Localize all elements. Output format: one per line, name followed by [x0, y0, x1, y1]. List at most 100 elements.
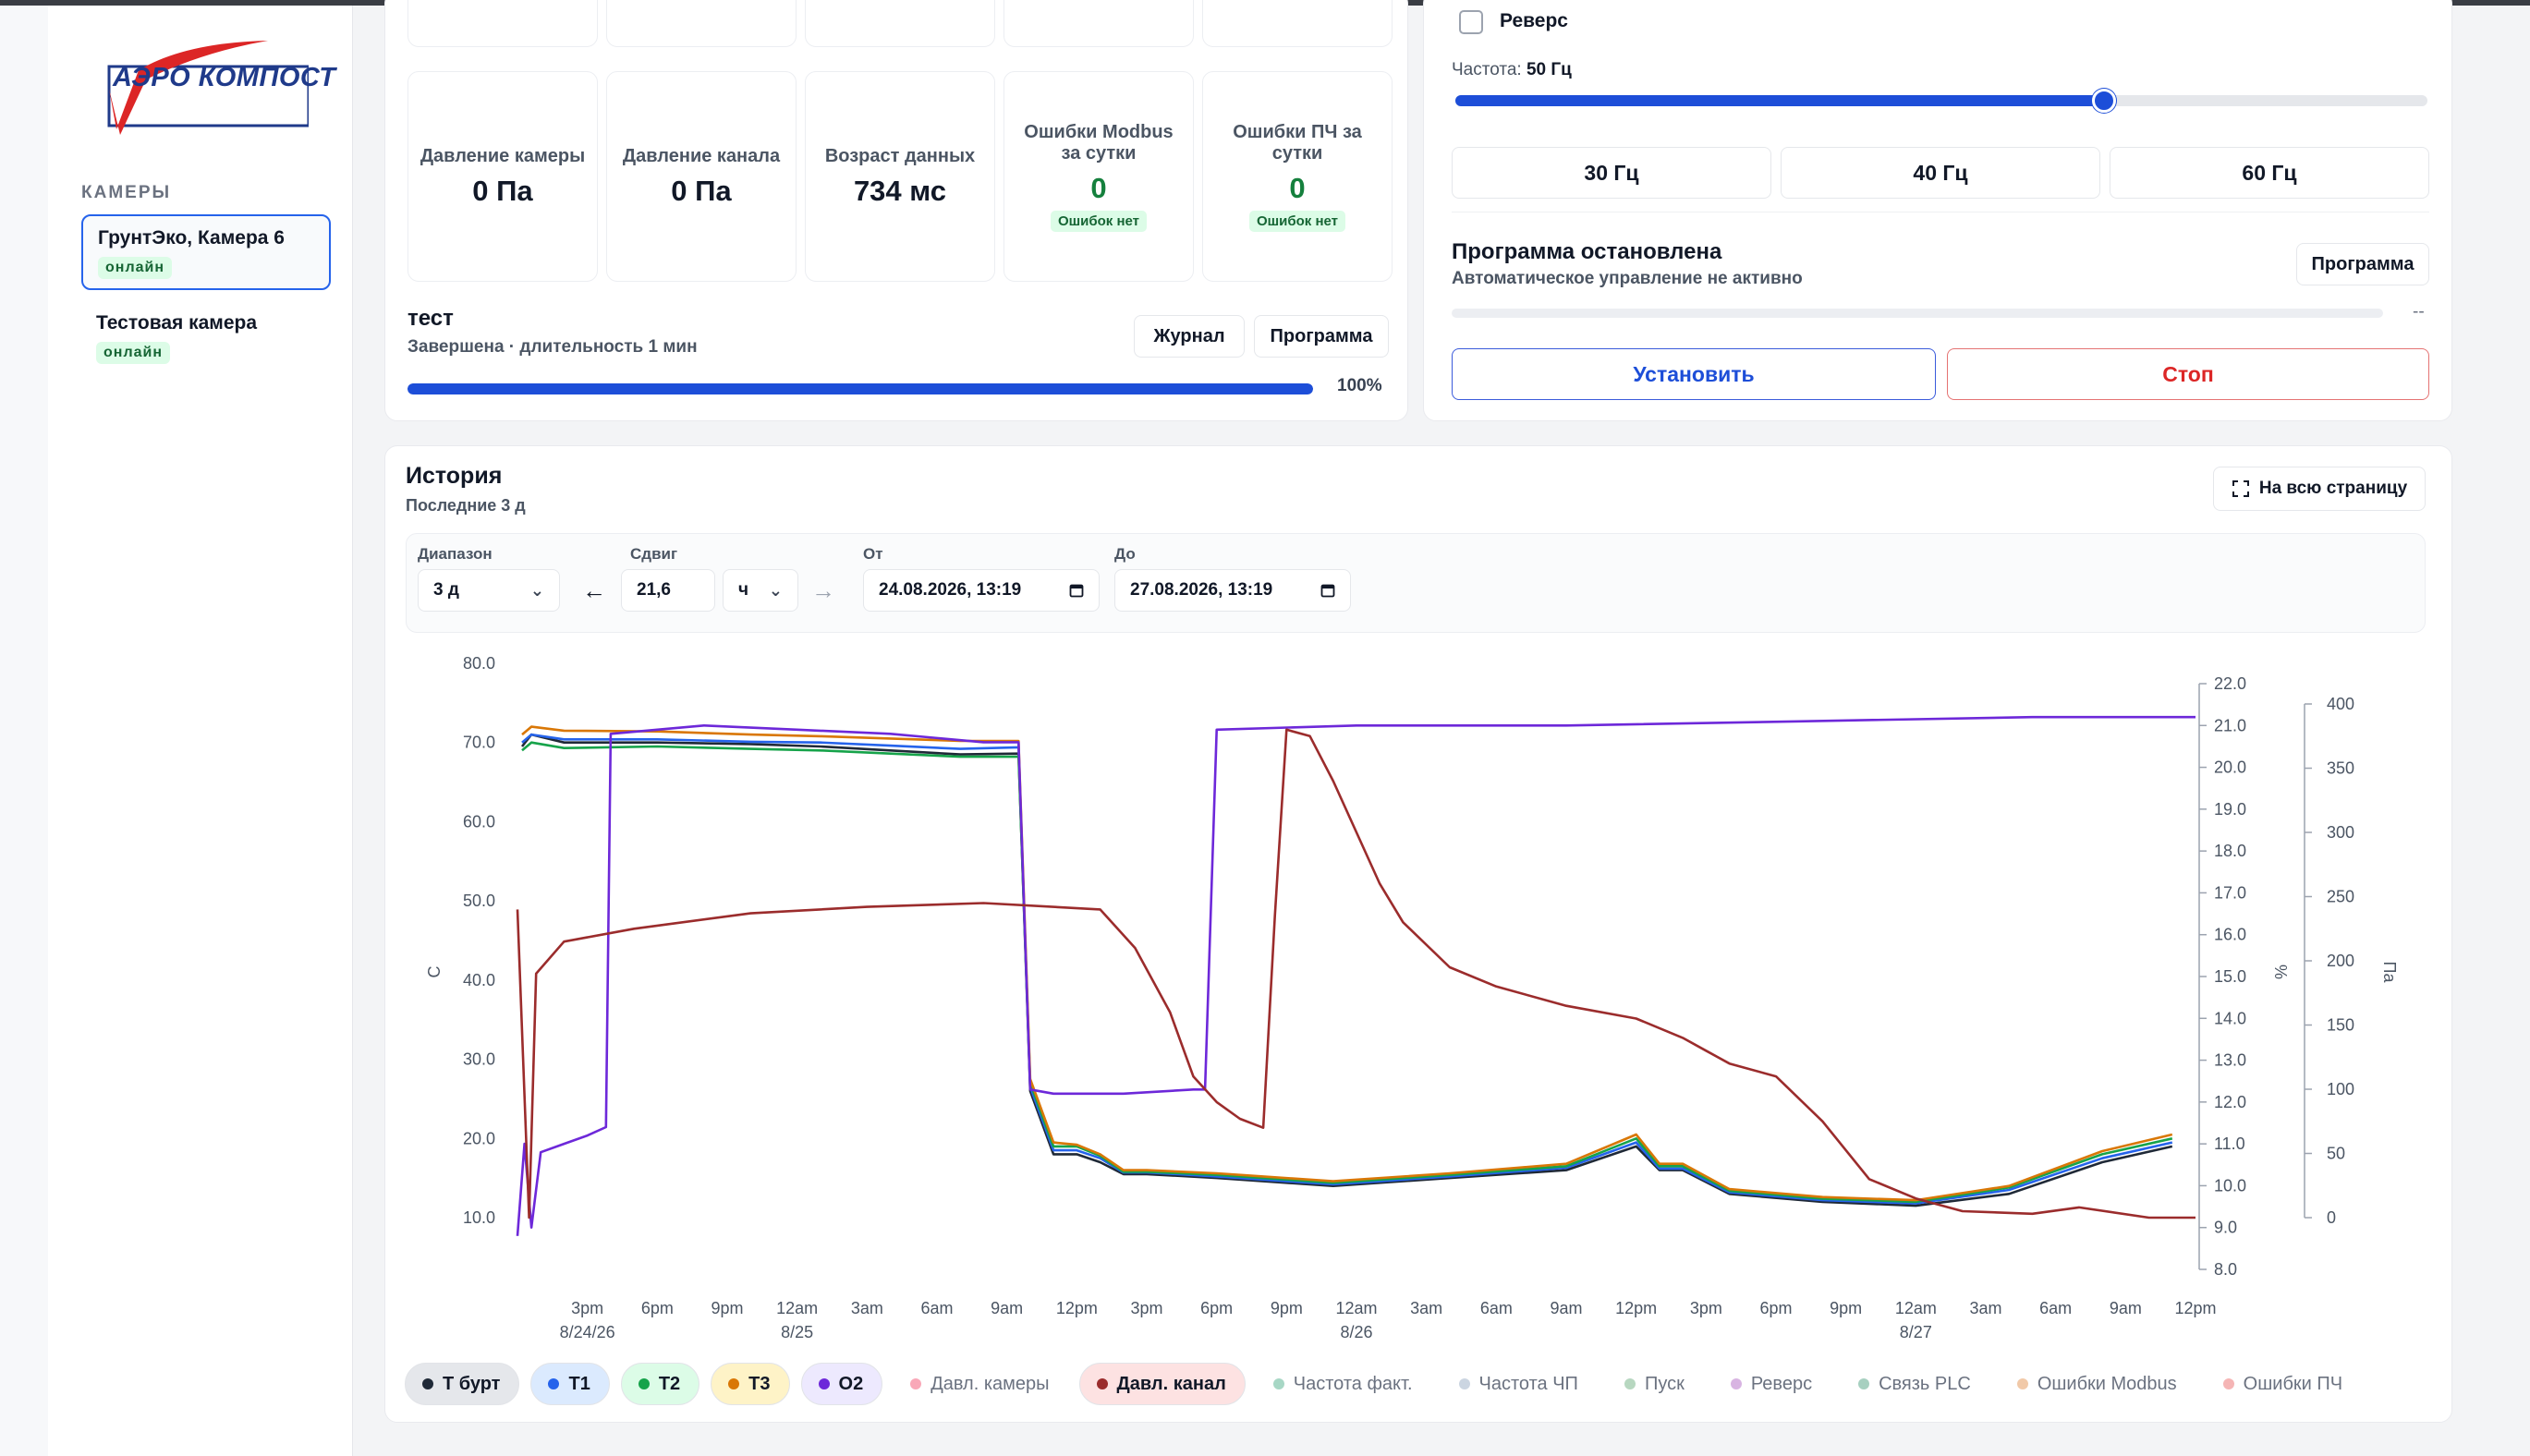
legend-item[interactable]: Частота ЧП: [1441, 1363, 1597, 1405]
history-card: История Последние 3 д На всю страницу Ди…: [384, 445, 2452, 1423]
legend-item[interactable]: Ошибки ПЧ: [2206, 1363, 2362, 1405]
metric-modbus-errors: Ошибки Modbus за сутки 0 Ошибок нет: [1003, 71, 1194, 282]
shift-label: Сдвиг: [630, 545, 678, 563]
frequency-label: Частота: 50 Гц: [1452, 60, 1572, 80]
logo-text: АЭРО КОМПОСТ: [113, 63, 336, 92]
program-progress-text: --: [2413, 302, 2425, 322]
legend-label: Частота факт.: [1293, 1373, 1413, 1394]
preset-40hz-button[interactable]: 40 Гц: [1781, 147, 2100, 199]
run-progress-bar: [407, 383, 1313, 394]
shift-back-arrow-icon[interactable]: ←: [582, 576, 606, 604]
legend-label: T3: [748, 1373, 771, 1394]
metric-label: Ошибки ПЧ за сутки: [1233, 121, 1362, 164]
chevron-down-icon: ⌄: [768, 580, 783, 600]
legend-item[interactable]: Давл. камеры: [894, 1363, 1068, 1405]
calendar-icon: [1320, 584, 1335, 598]
shift-input[interactable]: 21,6: [621, 569, 715, 612]
legend-label: Пуск: [1644, 1373, 1685, 1394]
to-label: До: [1114, 545, 1136, 563]
legend-dot-icon: [1272, 1378, 1284, 1389]
legend-item[interactable]: Частота факт.: [1256, 1363, 1431, 1405]
legend-dot-icon: [818, 1378, 830, 1389]
range-controls: Диапазон 3 д ⌄ Сдвиг ← 21,6 ч ⌄ → От 24.…: [406, 533, 2426, 633]
metric-tile-stub: [805, 0, 995, 47]
camera-name: Тестовая камера: [96, 312, 258, 334]
camera-name: ГрунтЭко, Камера 6: [98, 227, 285, 249]
metric-channel-pressure: Давление канала 0 Па: [606, 71, 797, 282]
legend-item[interactable]: Ошибки Modbus: [2000, 1363, 2196, 1405]
shift-unit-select[interactable]: ч ⌄: [723, 569, 798, 612]
legend-dot-icon: [2016, 1378, 2028, 1389]
app-logo: [107, 41, 309, 135]
legend-dot-icon: [2222, 1378, 2234, 1389]
history-title: История: [406, 463, 503, 489]
legend-label: Ошибки Modbus: [2037, 1373, 2177, 1394]
shift-forward-arrow-icon[interactable]: →: [811, 576, 835, 604]
legend-label: Реверс: [1750, 1373, 1813, 1394]
stop-button[interactable]: Стоп: [1947, 348, 2429, 400]
legend-label: Частота ЧП: [1478, 1373, 1578, 1394]
frequency-value: 50 Гц: [1526, 60, 1572, 79]
set-button[interactable]: Установить: [1452, 348, 1936, 400]
metric-tile-stub: [1003, 0, 1194, 47]
legend-dot-icon: [422, 1378, 433, 1389]
legend-item[interactable]: Пуск: [1607, 1363, 1703, 1405]
control-card: Реверс Частота: 50 Гц 30 Гц 40 Гц 60 Гц …: [1423, 0, 2452, 421]
legend-dot-icon: [1096, 1378, 1108, 1389]
legend-label: Т бурт: [443, 1373, 501, 1394]
camera-item-active[interactable]: ГрунтЭко, Камера 6 онлайн: [81, 214, 331, 290]
fullscreen-button[interactable]: На всю страницу: [2213, 467, 2426, 511]
program-button[interactable]: Программа: [1254, 315, 1389, 358]
frequency-slider[interactable]: [1455, 89, 2427, 113]
camera-status-badge: онлайн: [98, 257, 172, 279]
legend-item[interactable]: Т бурт: [405, 1363, 520, 1405]
legend-item[interactable]: Реверс: [1713, 1363, 1831, 1405]
shift-unit-value: ч: [738, 580, 749, 600]
chart-legend: Т бурт T1 T2 T3 O2 Давл. камеры Давл. канал Час…: [405, 1362, 2362, 1406]
chevron-down-icon: ⌄: [529, 580, 544, 600]
metric-label: Давление канала: [622, 145, 781, 166]
legend-label: T2: [658, 1373, 681, 1394]
legend-label: Ошибки ПЧ: [2243, 1373, 2343, 1394]
metric-badge: Ошибок нет: [1248, 210, 1346, 232]
legend-label: O2: [838, 1373, 864, 1394]
preset-30hz-button[interactable]: 30 Гц: [1452, 147, 1771, 199]
fullscreen-icon: [2232, 480, 2249, 497]
run-progress-fill: [407, 383, 1313, 394]
calendar-icon: [1069, 584, 1084, 598]
metric-vfd-errors: Ошибки ПЧ за сутки 0 Ошибок нет: [1202, 71, 1393, 282]
legend-item[interactable]: T2: [620, 1363, 700, 1405]
program-status-title: Программа остановлена: [1452, 239, 1722, 264]
legend-item[interactable]: Давл. канал: [1078, 1363, 1246, 1405]
control-program-button[interactable]: Программа: [2296, 243, 2429, 285]
camera-status-badge: онлайн: [96, 342, 170, 364]
legend-item[interactable]: T1: [530, 1363, 610, 1405]
run-progress-text: 100%: [1337, 376, 1382, 395]
legend-item[interactable]: O2: [800, 1363, 883, 1405]
metric-value: 0: [1090, 171, 1107, 204]
frequency-slider-thumb[interactable]: [2091, 89, 2116, 113]
run-subtitle: Завершена · длительность 1 мин: [407, 337, 698, 357]
journal-button[interactable]: Журнал: [1134, 315, 1245, 358]
legend-label: Давл. канал: [1116, 1373, 1226, 1394]
from-date-input[interactable]: 24.08.2026, 13:19: [863, 569, 1100, 612]
legend-dot-icon: [1624, 1378, 1636, 1389]
metric-label: Давление камеры: [420, 145, 586, 166]
fullscreen-label: На всю страницу: [2258, 479, 2408, 498]
to-date-value: 27.08.2026, 13:19: [1130, 580, 1273, 600]
camera-item[interactable]: Тестовая камера онлайн: [81, 301, 331, 377]
metric-data-age: Возраст данных 734 мс: [805, 71, 995, 282]
metric-value: 0: [1289, 171, 1306, 204]
range-select[interactable]: 3 д ⌄: [418, 569, 560, 612]
reverse-checkbox[interactable]: [1459, 10, 1483, 34]
legend-item[interactable]: T3: [711, 1363, 790, 1405]
metrics-card: Давление камеры 0 Па Давление канала 0 П…: [384, 0, 1408, 421]
program-status-subtitle: Автоматическое управление не активно: [1452, 269, 1803, 288]
to-date-input[interactable]: 27.08.2026, 13:19: [1114, 569, 1351, 612]
metric-tile-stub: [407, 0, 598, 47]
metric-label: Ошибки Modbus за сутки: [1024, 121, 1174, 164]
legend-item[interactable]: Связь PLC: [1842, 1363, 1989, 1405]
legend-dot-icon: [728, 1378, 740, 1389]
preset-60hz-button[interactable]: 60 Гц: [2110, 147, 2429, 199]
metric-chamber-pressure: Давление камеры 0 Па: [407, 71, 598, 282]
